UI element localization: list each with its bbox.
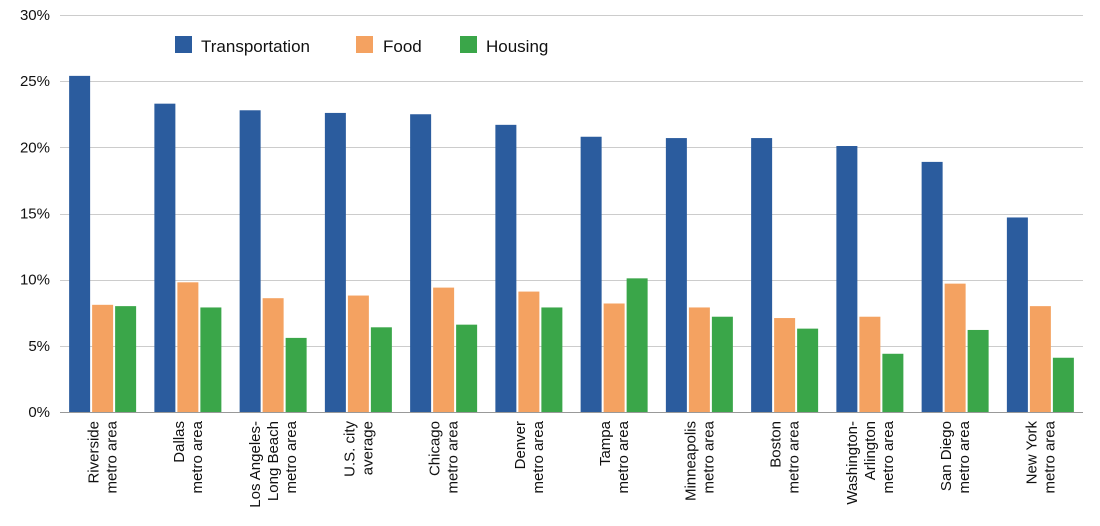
legend-swatch-food [356,36,373,53]
bar-housing-3 [370,327,392,412]
x-category-label: metro area [445,420,462,493]
x-category-label: metro area [786,420,803,493]
x-category-label: Tampa [597,420,614,466]
y-tick-label: 25% [20,73,50,90]
x-category-label: Long Beach [265,421,282,501]
bar-transportation-10 [921,161,943,412]
y-tick-label: 10% [20,272,50,289]
bar-transportation-5 [495,124,517,412]
bar-food-8 [774,318,796,412]
bar-transportation-11 [1006,217,1028,412]
x-category-label: Arlington [862,421,879,480]
bar-transportation-0 [69,75,91,412]
x-category-label: metro area [104,420,121,493]
x-category-label: metro area [530,420,547,493]
bar-housing-6 [626,278,648,412]
bar-transportation-3 [324,112,346,412]
x-category-label: U.S. city [341,421,358,477]
bar-transportation-6 [580,136,602,412]
legend-label-transportation: Transportation [201,37,310,56]
bar-housing-1 [200,307,222,412]
x-category-label: San Diego [938,421,955,491]
x-category-label: metro area [189,420,206,493]
x-category-label: Riverside [86,421,103,484]
bar-food-5 [518,291,540,412]
bar-transportation-2 [239,110,261,412]
x-category-label: metro area [1041,420,1058,493]
bar-food-1 [177,282,199,412]
bar-housing-4 [456,324,478,412]
x-category-label: metro area [615,420,632,493]
y-tick-label: 5% [28,338,50,355]
bar-housing-2 [285,337,307,412]
legend-swatch-transportation [175,36,192,53]
y-tick-label: 30% [20,7,50,24]
x-category-label: Los Angeles- [247,421,264,508]
bar-housing-11 [1052,357,1074,412]
x-category-label: metro area [700,420,717,493]
bar-food-0 [92,304,114,412]
y-tick-label: 20% [20,139,50,156]
bar-transportation-9 [836,146,858,412]
bar-housing-10 [967,329,989,412]
x-category-label: New York [1023,421,1040,485]
legend-label-housing: Housing [486,37,548,56]
x-category-label: metro area [880,420,897,493]
bar-food-9 [859,316,881,412]
x-category-label: Chicago [427,421,444,476]
x-category-label: metro area [283,420,300,493]
x-category-label: average [359,421,376,475]
bar-housing-7 [711,316,733,412]
x-category-label: metro area [956,420,973,493]
x-category-label: Dallas [171,421,188,463]
x-category-label: Washington- [844,421,861,505]
bar-housing-8 [797,328,819,412]
bar-transportation-4 [410,114,432,412]
x-category-label: Boston [768,421,785,468]
y-axis-ticks: 0% 5% 10% 15% 20% 25% 30% [20,7,50,421]
bar-housing-5 [541,307,563,412]
bar-food-4 [433,287,455,412]
bar-food-11 [1029,306,1051,412]
bar-food-3 [347,295,369,412]
gridlines [60,15,1083,413]
bar-transportation-1 [154,103,176,412]
bar-housing-9 [882,353,904,412]
bar-transportation-8 [751,138,773,412]
bar-food-7 [688,307,710,412]
legend-swatch-housing [460,36,477,53]
bar-housing-0 [115,306,137,412]
x-category-label: Denver [512,421,529,469]
y-tick-label: 0% [28,404,50,421]
legend: Transportation Food Housing [175,36,548,56]
bars [69,75,1074,412]
x-axis-labels: Riverside metro area Dallas metro area Los A… [86,420,1059,507]
bar-transportation-7 [665,138,687,412]
x-category-label: Minneapolis [682,421,699,501]
bar-food-10 [944,283,966,412]
legend-label-food: Food [383,37,422,56]
bar-food-6 [603,303,625,412]
y-tick-label: 15% [20,206,50,223]
bar-food-2 [262,298,284,412]
